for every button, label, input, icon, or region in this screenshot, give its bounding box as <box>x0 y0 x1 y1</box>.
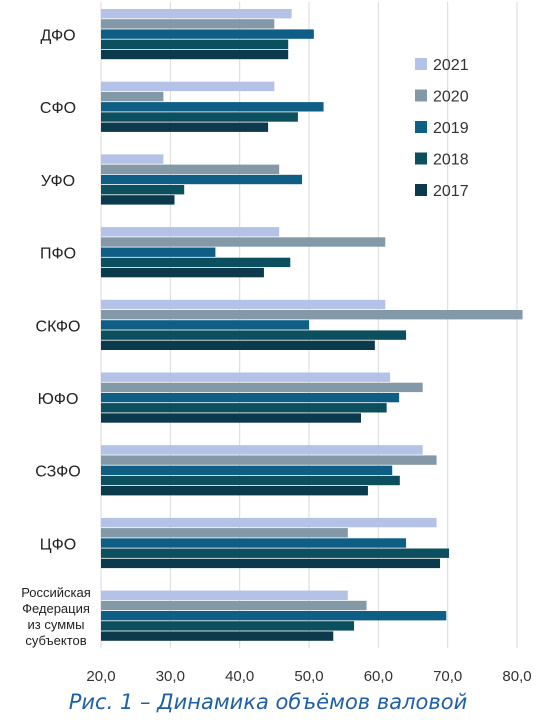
category-label: СФО <box>40 100 76 117</box>
bar-2019 <box>101 29 314 39</box>
bar-2021 <box>101 445 423 455</box>
category-label: ЦФО <box>40 536 76 553</box>
bar-2018 <box>101 548 450 558</box>
bar-2019 <box>101 174 303 185</box>
bar-2018 <box>101 621 355 631</box>
legend-swatch-2021 <box>415 58 427 70</box>
category-label: Федерация <box>22 601 90 616</box>
bar-2017 <box>101 195 175 205</box>
category-label: ПФО <box>40 246 76 263</box>
bar-2018 <box>101 403 387 413</box>
figure-caption: Рис. 1 – Динамика объёмов валовой <box>68 690 468 714</box>
bar-2018 <box>101 475 400 486</box>
bar-2019 <box>101 538 407 548</box>
bar-2019 <box>101 611 447 621</box>
category-labels: ДФО СФО УФО ПФО СКФО ЮФО СЗФО ЦФО РоссийскаяФеде… <box>21 28 91 649</box>
category-label: Российская <box>21 585 91 600</box>
x-tick-label: 30,0 <box>156 668 185 685</box>
bar-2020 <box>101 237 386 247</box>
bar-2018 <box>101 185 185 195</box>
bar-2021 <box>101 299 386 310</box>
x-tick-label: 80,0 <box>502 668 531 685</box>
bar-2020 <box>101 310 523 320</box>
bar-2017 <box>101 558 441 569</box>
bar-2018 <box>101 257 291 268</box>
bar-2017 <box>101 49 289 60</box>
x-tick-label: 70,0 <box>433 668 462 685</box>
category-label: ДФО <box>40 28 75 45</box>
bar-2019 <box>101 392 400 403</box>
legend-label-2021: 2021 <box>433 57 469 74</box>
category-label: СЗФО <box>35 464 80 481</box>
bar-2019 <box>101 320 309 330</box>
legend-label-2019: 2019 <box>433 120 469 137</box>
bar-2017 <box>101 413 361 423</box>
bar-2021 <box>101 154 164 164</box>
bar-2021 <box>101 590 348 600</box>
bar-2019 <box>101 247 216 257</box>
bar-2019 <box>101 102 324 112</box>
legend-swatch-2017 <box>415 184 427 196</box>
x-tick-label: 60,0 <box>364 668 393 685</box>
x-tick-label: 40,0 <box>225 668 254 685</box>
bar-2020 <box>101 455 437 465</box>
category-label: УФО <box>41 173 75 190</box>
bar-2017 <box>101 122 269 132</box>
category-label: из суммы <box>28 617 85 632</box>
bar-2021 <box>101 227 280 237</box>
bars <box>101 9 523 641</box>
legend-label-2020: 2020 <box>433 89 469 106</box>
bar-2017 <box>101 631 334 641</box>
bar-chart: ДФО СФО УФО ПФО СКФО ЮФО СЗФО ЦФО РоссийскаяФеде… <box>21 2 532 685</box>
legend: 2021 2020 2019 2018 2017 <box>415 57 469 200</box>
bar-2017 <box>101 486 368 496</box>
bar-2018 <box>101 112 298 122</box>
bar-2021 <box>101 517 437 528</box>
x-axis-tick-labels: 20,0 30,0 40,0 50,0 60,0 70,0 80,0 <box>86 668 531 685</box>
x-tick-label: 20,0 <box>86 668 115 685</box>
legend-swatch-2018 <box>415 152 427 165</box>
x-tick-label: 50,0 <box>294 668 323 685</box>
category-label: СКФО <box>36 318 81 335</box>
legend-swatch-2020 <box>415 89 427 102</box>
legend-label-2018: 2018 <box>433 152 469 169</box>
legend-label-2017: 2017 <box>433 183 469 200</box>
category-label: субъектов <box>25 633 86 648</box>
bar-2020 <box>101 600 367 611</box>
bar-2020 <box>101 19 275 29</box>
bar-2021 <box>101 81 275 92</box>
bar-2019 <box>101 465 393 475</box>
legend-swatch-2019 <box>415 121 427 133</box>
bar-2017 <box>101 267 264 278</box>
bar-2020 <box>101 164 280 174</box>
bar-2017 <box>101 340 375 350</box>
bar-2018 <box>101 39 289 49</box>
bar-2020 <box>101 382 423 393</box>
bar-2020 <box>101 91 164 102</box>
category-label: ЮФО <box>38 391 79 408</box>
bar-2020 <box>101 528 348 538</box>
bar-2021 <box>101 9 292 19</box>
bar-2021 <box>101 372 391 382</box>
bar-2018 <box>101 330 407 340</box>
